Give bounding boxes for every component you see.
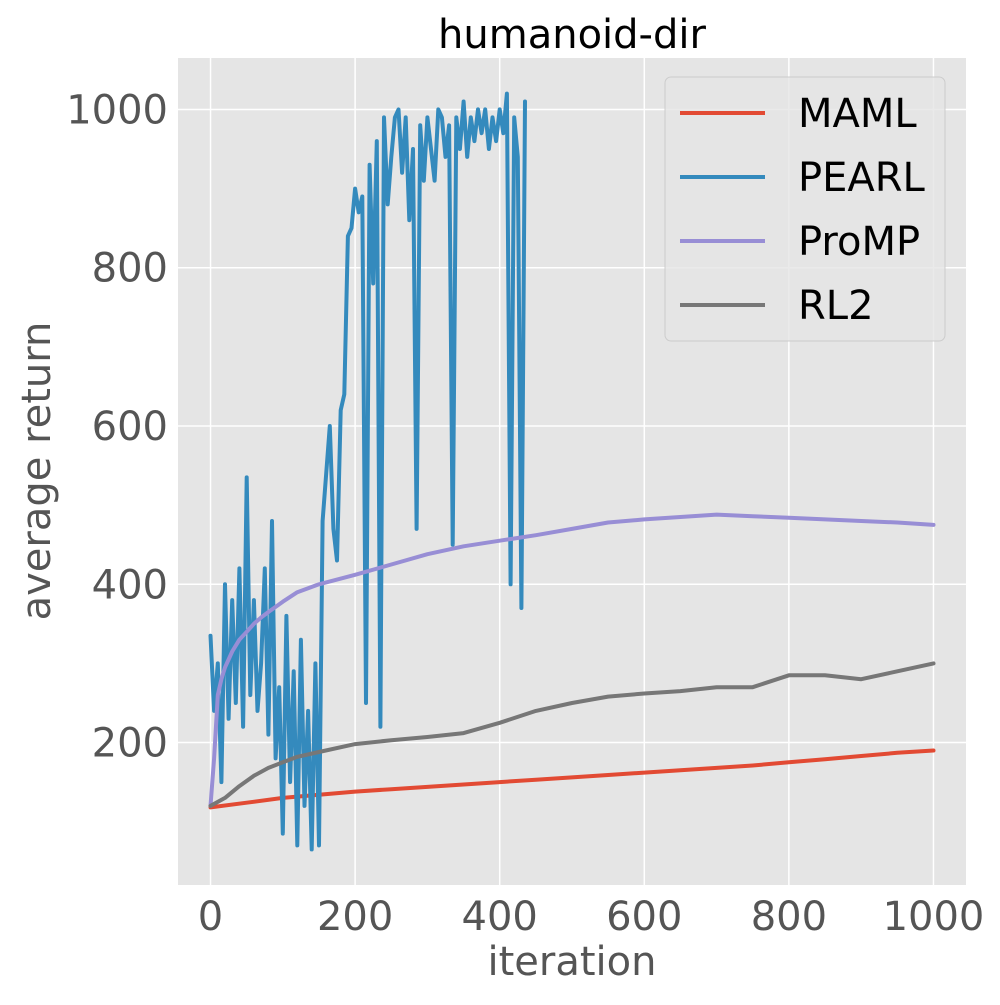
- legend-label-pearl: PEARL: [798, 155, 926, 201]
- axis-ticks: 0 200 400 600 800 1000 200 400 600 800 1000: [66, 87, 984, 940]
- series-line-maml: [208, 748, 936, 810]
- x-tick-label: 0: [198, 894, 223, 940]
- y-tick-label: 800: [92, 246, 168, 292]
- series-line-promp: [208, 512, 936, 808]
- x-axis-label: iteration: [488, 939, 657, 985]
- x-tick-label: 1000: [883, 894, 985, 940]
- legend-label-promp: ProMP: [798, 219, 920, 265]
- y-tick-label: 600: [92, 404, 168, 450]
- x-tick-label: 800: [751, 894, 827, 940]
- chart-title: humanoid-dir: [438, 12, 706, 58]
- y-tick-label: 200: [92, 721, 168, 767]
- legend-label-maml: MAML: [798, 91, 917, 137]
- y-tick-label: 1000: [66, 87, 168, 133]
- series-line-rl2: [208, 661, 936, 808]
- legend-box: [664, 76, 946, 342]
- legend: MAML PEARL ProMP RL2: [664, 76, 946, 342]
- y-tick-label: 400: [92, 562, 168, 608]
- series-lines: [208, 91, 936, 852]
- x-tick-label: 600: [606, 894, 682, 940]
- y-axis-label: average return: [14, 322, 60, 621]
- legend-label-rl2: RL2: [798, 283, 874, 329]
- x-tick-label: 400: [462, 894, 538, 940]
- x-tick-label: 200: [317, 894, 393, 940]
